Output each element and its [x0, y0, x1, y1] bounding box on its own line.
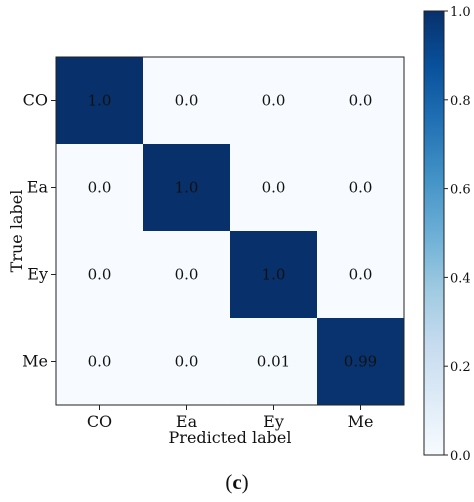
heatmap-cells [56, 57, 405, 406]
colorbar-tick-label: 0.8 [450, 94, 471, 109]
heatmap-cell [56, 318, 144, 406]
cell-value-label: 1.0 [88, 92, 112, 110]
cell-value-label: 0.0 [88, 266, 112, 284]
colorbar-tick-label: 1.0 [450, 5, 471, 20]
cell-value-label: 1.0 [262, 266, 286, 284]
colorbar-tick-label: 0.0 [450, 449, 471, 464]
cell-value-label: 1.0 [175, 179, 199, 197]
figure-caption: (c) [225, 470, 249, 494]
cell-value-label: 0.01 [257, 353, 290, 371]
y-tick-label: Me [22, 352, 48, 371]
heatmap-cell [317, 318, 405, 406]
heatmap-cell [56, 144, 144, 232]
cell-value-label: 0.0 [262, 179, 286, 197]
heatmap-cell [230, 231, 318, 319]
x-axis: CO Ea Ey Me [87, 405, 374, 431]
x-tick-label: Me [348, 412, 374, 431]
x-tick-label: Ea [176, 412, 198, 431]
cell-value-label: 0.0 [175, 92, 199, 110]
y-tick-label: Ey [27, 265, 48, 284]
cell-value-label: 0.0 [88, 353, 112, 371]
y-axis-label: True label [7, 190, 26, 273]
heatmap-cell [143, 231, 231, 319]
cell-value-label: 0.0 [88, 179, 112, 197]
colorbar-tick-label: 0.4 [450, 271, 471, 286]
heatmap-cell [317, 57, 405, 145]
heatmap-cell [143, 318, 231, 406]
y-axis: CO Ea Ey Me [22, 91, 56, 371]
colorbar-axis: 0.0 0.2 0.4 0.6 0.8 1.0 [444, 5, 471, 464]
cell-value-label: 0.0 [349, 92, 373, 110]
heatmap-cell [317, 231, 405, 319]
heatmap-cell [143, 57, 231, 145]
heatmap-cell [230, 318, 318, 406]
colorbar [423, 10, 445, 456]
heatmap-cell [56, 57, 144, 145]
colorbar-tick-label: 0.6 [450, 183, 471, 198]
heatmap-cell [230, 144, 318, 232]
y-tick-label: CO [23, 91, 48, 110]
x-axis-label: Predicted label [169, 428, 292, 447]
heatmap-cell [317, 144, 405, 232]
cell-value-label: 0.0 [175, 266, 199, 284]
heatmap-cell [56, 231, 144, 319]
cell-value-label: 0.0 [349, 179, 373, 197]
heatmap-cell-labels: 1.0 0.0 0.0 0.0 0.0 1.0 0.0 0.0 0.0 0.0 1.0 0.0 0.0 0… [88, 92, 378, 371]
cell-value-label: 0.0 [349, 266, 373, 284]
cell-value-label: 0.0 [262, 92, 286, 110]
y-tick-label: Ea [27, 178, 49, 197]
colorbar-tick-label: 0.2 [450, 360, 471, 375]
heatmap-cell [230, 57, 318, 145]
x-tick-label: CO [87, 412, 112, 431]
heatmap-cell [143, 144, 231, 232]
confusion-matrix-chart: 1.0 0.0 0.0 0.00.0 1.0 0.0 0.00.0 0.0 1.0 0.00.0 0… [7, 5, 471, 464]
caption-letter: c [232, 470, 242, 494]
cell-value-label: 0.99 [344, 353, 377, 371]
x-tick-label: Ey [263, 412, 284, 431]
plot-frame [55, 56, 405, 406]
cell-value-label: 0.0 [175, 353, 199, 371]
